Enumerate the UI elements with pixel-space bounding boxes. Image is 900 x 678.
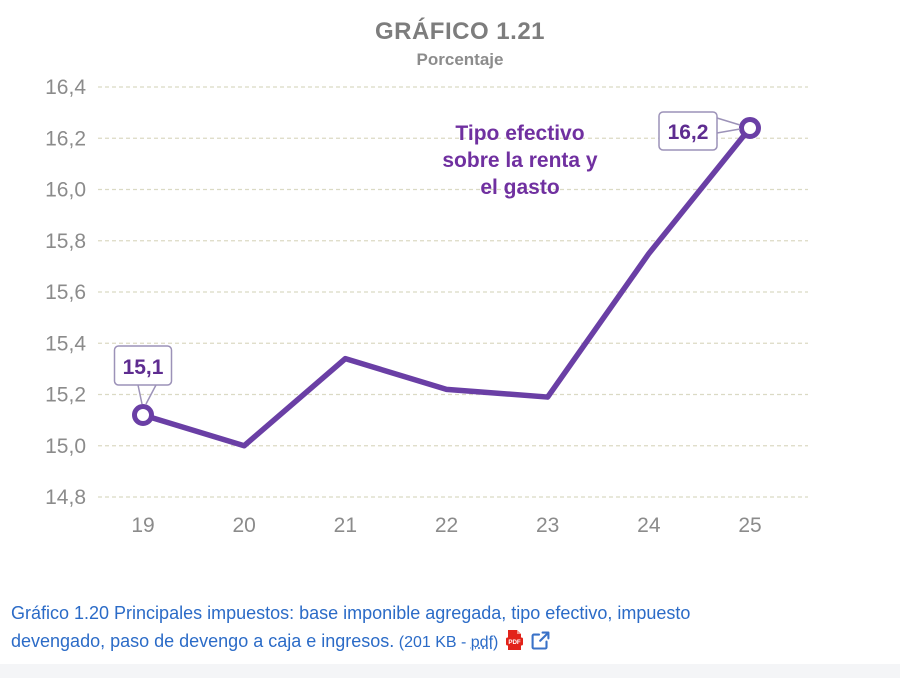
x-tick-label: 25 bbox=[738, 514, 761, 537]
caption-pdf-link[interactable]: pdf bbox=[471, 634, 493, 651]
y-tick-label: 15,8 bbox=[45, 230, 86, 253]
x-tick-label: 19 bbox=[131, 514, 154, 537]
line-chart: 16,4 16,2 16,0 15,8 15,6 15,4 15,2 15,0 14,8 19 20… bbox=[0, 0, 900, 560]
y-tick-label: 16,0 bbox=[45, 179, 86, 202]
y-tick-label: 15,2 bbox=[45, 384, 86, 407]
caption-size-prefix: (201 KB - bbox=[394, 634, 470, 651]
data-point-marker bbox=[742, 120, 759, 137]
y-tick-label: 16,4 bbox=[45, 76, 86, 99]
page: GRÁFICO 1.21 Porcentaje 16,4 16,2 16,0 15,8… bbox=[0, 0, 900, 678]
y-tick-label: 15,6 bbox=[45, 281, 86, 304]
callout-tail bbox=[717, 118, 740, 133]
data-point-marker bbox=[135, 407, 152, 424]
svg-text:PDF: PDF bbox=[509, 639, 522, 646]
y-tick-label: 15,0 bbox=[45, 435, 86, 458]
caption-size-suffix: ) bbox=[493, 634, 498, 651]
chart-download-caption: Gráfico 1.20 Principales impuestos: base… bbox=[11, 599, 883, 659]
data-label-last: 16,2 bbox=[668, 121, 709, 144]
caption-link-text[interactable]: Gráfico 1.20 Principales impuestos: base… bbox=[11, 603, 690, 651]
series-annotation: Tipo efectivo sobre la renta y el gasto bbox=[409, 120, 631, 201]
x-tick-label: 23 bbox=[536, 514, 559, 537]
x-tick-label: 21 bbox=[334, 514, 357, 537]
y-tick-label: 16,2 bbox=[45, 127, 86, 150]
x-tick-label: 24 bbox=[637, 514, 661, 537]
data-label-first: 15,1 bbox=[123, 356, 164, 379]
pdf-file-icon[interactable]: PDF bbox=[503, 629, 525, 659]
y-tick-label: 15,4 bbox=[45, 332, 86, 355]
page-bottom-band bbox=[0, 664, 900, 678]
x-tick-label: 22 bbox=[435, 514, 458, 537]
external-link-icon[interactable] bbox=[530, 630, 551, 659]
x-tick-label: 20 bbox=[232, 514, 255, 537]
y-tick-label: 14,8 bbox=[45, 486, 86, 509]
